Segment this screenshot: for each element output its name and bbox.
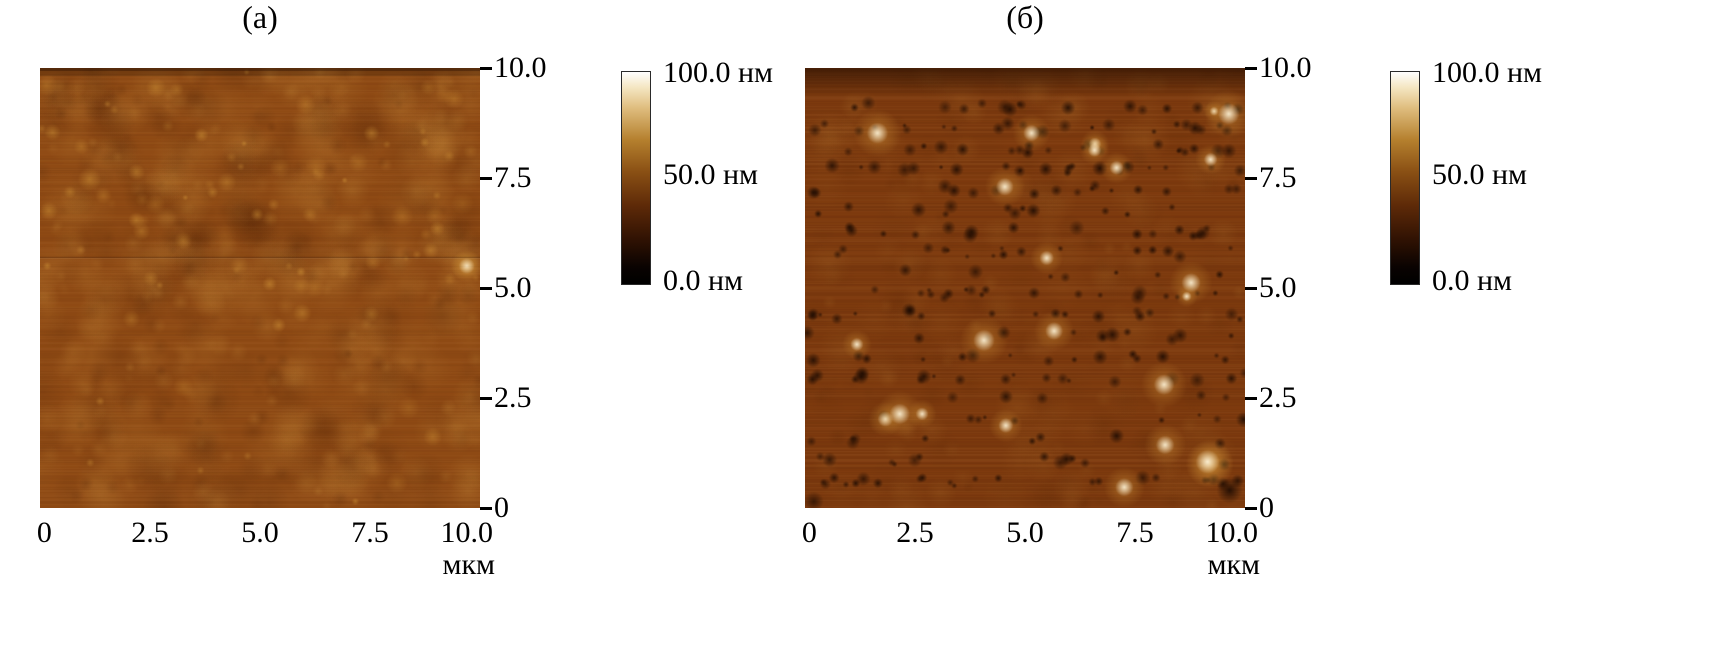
x-tick-label: 7.5	[1116, 516, 1154, 549]
x-tick-label: 10.0	[1205, 516, 1259, 549]
axis-unit-label: мкм	[442, 548, 495, 581]
y-axis-tick: 2.5	[1245, 383, 1297, 413]
panel-b-title: (б)	[1006, 0, 1044, 35]
y-axis-tick: 10.0	[1245, 53, 1312, 83]
colorbar-mid-label: 50.0 нм	[1432, 158, 1528, 191]
afm-image-a: 10.0 7.5 5.0 2.5 0 0 2.5 5.0 7.5 10.0	[37, 53, 547, 548]
colorbar-min-label: 0.0 нм	[1432, 264, 1513, 297]
colorbar-max-label: 100.0 нм	[1432, 56, 1543, 89]
y-axis-tick: 5.0	[480, 273, 532, 303]
x-tick-label: 7.5	[351, 516, 389, 549]
y-axis-tick: 10.0	[480, 53, 547, 83]
y-tick-mark	[1245, 176, 1257, 180]
y-tick-label: 0	[494, 491, 509, 524]
x-tick-label: 0	[801, 516, 817, 549]
y-tick-mark	[1245, 506, 1257, 510]
y-tick-label: 10.0	[494, 51, 547, 84]
x-tick-label: 10.0	[440, 516, 494, 549]
y-tick-label: 7.5	[494, 161, 532, 194]
y-tick-mark	[480, 176, 492, 180]
x-tick-label: 5.0	[1006, 516, 1044, 549]
y-axis-tick: 5.0	[1245, 273, 1297, 303]
y-tick-label: 2.5	[494, 381, 532, 414]
x-tick-label: 2.5	[131, 516, 169, 549]
afm-canvas-b	[805, 68, 1245, 508]
y-tick-label: 5.0	[1259, 271, 1297, 304]
colorbar-b	[1390, 71, 1420, 285]
axis-unit-label: мкм	[1207, 548, 1260, 581]
y-axis-tick: 2.5	[480, 383, 532, 413]
y-tick-mark	[480, 506, 492, 510]
colorbar-a	[621, 71, 651, 285]
x-tick-label: 2.5	[896, 516, 934, 549]
y-tick-mark	[480, 286, 492, 290]
afm-image-b: 10.0 7.5 5.0 2.5 0 0 2.5 5.0 7.5 10.0	[802, 53, 1312, 548]
afm-canvas-a	[40, 68, 480, 508]
colorbar-max-label: 100.0 нм	[663, 56, 774, 89]
colorbar-min-label: 0.0 нм	[663, 264, 744, 297]
y-tick-mark	[1245, 66, 1257, 70]
y-tick-label: 2.5	[1259, 381, 1297, 414]
panel-a-title: (а)	[242, 0, 278, 35]
y-axis-tick: 7.5	[1245, 163, 1297, 193]
y-axis-tick: 7.5	[480, 163, 532, 193]
y-axis-tick: 0	[480, 493, 509, 523]
x-tick-label: 5.0	[241, 516, 279, 549]
y-tick-mark	[1245, 396, 1257, 400]
y-tick-mark	[1245, 286, 1257, 290]
colorbar-mid-label: 50.0 нм	[663, 158, 759, 191]
y-tick-label: 7.5	[1259, 161, 1297, 194]
y-tick-label: 10.0	[1259, 51, 1312, 84]
y-tick-mark	[480, 396, 492, 400]
y-tick-label: 0	[1259, 491, 1274, 524]
y-tick-mark	[480, 66, 492, 70]
y-tick-label: 5.0	[494, 271, 532, 304]
x-tick-label: 0	[36, 516, 52, 549]
y-axis-tick: 0	[1245, 493, 1274, 523]
